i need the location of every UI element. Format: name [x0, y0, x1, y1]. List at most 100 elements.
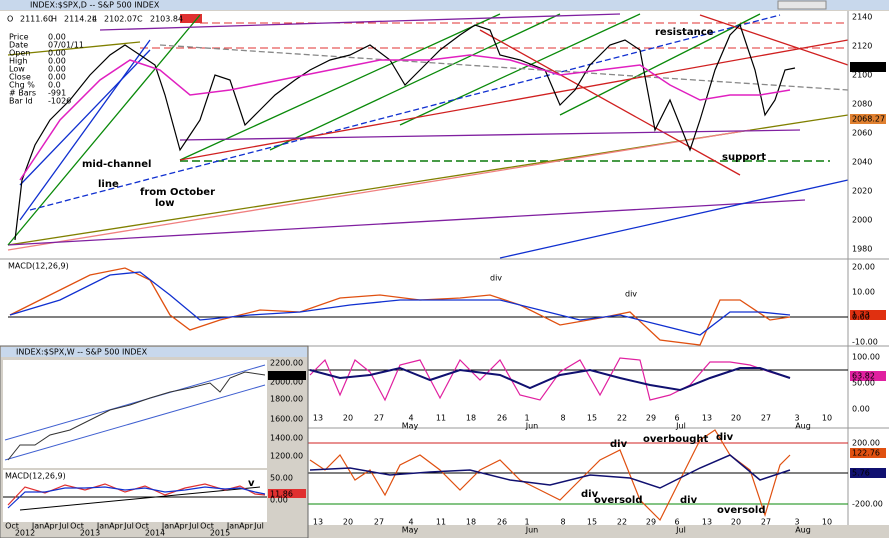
inset-date-label: Oct: [70, 522, 84, 531]
inset-date-label: Jul: [58, 522, 69, 531]
inset-macd-tick: 50.00: [270, 474, 293, 483]
cci-line: [309, 429, 791, 522]
info-value: 0.00: [48, 33, 66, 42]
info-label: Low: [9, 65, 25, 74]
inset-title: INDEX:$SPX,W -- S&P 500 INDEX: [16, 348, 148, 357]
inset-date-label: Apr: [109, 522, 124, 531]
info-label: High: [9, 57, 27, 66]
annotation: div: [610, 439, 628, 450]
date-label: 13: [702, 414, 712, 423]
info-value: 0.00: [48, 49, 66, 58]
annotation: div: [490, 274, 502, 283]
price-bars: [14, 23, 796, 241]
price-tick-label: 2080: [852, 100, 872, 109]
price-tick-label: 1980: [852, 245, 872, 254]
inset-macd-tick: 11.86: [270, 490, 293, 499]
inset-tick-label: 2000.00: [270, 378, 303, 387]
inset-tick-label: 2103.84: [270, 372, 303, 381]
date-label: 6: [674, 518, 679, 527]
inset-signal: [7, 486, 266, 509]
cci-box: [850, 448, 886, 458]
month-label: Jun: [525, 422, 539, 431]
date-label: 6: [674, 414, 679, 423]
date-label: 3: [794, 518, 799, 527]
last-price: 2103.84: [852, 63, 885, 72]
annotation: mid-channel: [82, 159, 151, 170]
date-label: 20: [343, 414, 353, 423]
price-tick-label: 2040: [852, 158, 872, 167]
inset-date-label: Jul: [253, 522, 264, 531]
inset-date-label: Jul: [123, 522, 134, 531]
annotation: oversold: [717, 505, 766, 516]
change-box: [180, 14, 202, 23]
quote-field: 2102.07: [104, 15, 137, 24]
window-buttons[interactable]: [777, 0, 827, 10]
inset-macd-box: [268, 489, 306, 498]
annotation: overbought: [643, 434, 709, 445]
inset-date-label: Apr: [239, 522, 254, 531]
date-label: 13: [702, 518, 712, 527]
title-bar: [0, 0, 889, 10]
macd-value: 1.73: [852, 311, 870, 320]
date-label: 8: [560, 414, 565, 423]
rsi-average: [309, 366, 791, 392]
inset-tick-label: 1200.00: [270, 452, 303, 461]
date-label: 3: [794, 414, 799, 423]
date-label: 13: [313, 414, 323, 423]
signal-line: [9, 271, 791, 336]
info-label: Chg %: [9, 81, 35, 90]
inset-date-label: Oct: [200, 522, 214, 531]
date-label: 20: [343, 518, 353, 527]
date-label: 27: [761, 518, 771, 527]
inset-macd-label: MACD(12,26,9): [5, 472, 66, 481]
annotation: div: [680, 495, 698, 506]
annotation: oversold: [594, 495, 643, 506]
inset-price: [7, 371, 266, 461]
inset-tick-label: 1400.00: [270, 434, 303, 443]
macd-tick-label: -10.00: [852, 338, 878, 347]
quote-field: 2103.84: [150, 15, 183, 24]
annotation: div: [625, 290, 637, 299]
inset-date-label: Jan: [96, 522, 109, 531]
quote-field: L: [92, 15, 97, 24]
inset-date-label: Jul: [188, 522, 199, 531]
quote-field: 2114.24: [64, 15, 97, 24]
inset-date-label: 2012: [15, 529, 35, 538]
annotation: line: [98, 179, 119, 190]
date-label: 1: [524, 414, 529, 423]
date-label: 27: [374, 518, 384, 527]
price-tick-label: 2120: [852, 42, 872, 51]
window-title: INDEX:$SPX,D -- S&P 500 INDEX: [30, 1, 160, 10]
inset-date-label: Jan: [31, 522, 44, 531]
info-label: Open: [9, 49, 30, 58]
month-label: Jun: [525, 526, 539, 535]
annotation: div: [716, 432, 734, 443]
month-label: Jul: [675, 526, 686, 535]
date-label: 4: [408, 414, 413, 423]
month-label: Jul: [675, 422, 686, 431]
annotation: support: [722, 152, 766, 163]
info-label: Price: [9, 33, 29, 42]
date-label: 22: [617, 414, 627, 423]
annotation: div: [581, 489, 599, 500]
rsi-line: [309, 357, 791, 402]
date-label: 29: [646, 414, 656, 423]
month-label: Aug: [795, 422, 811, 431]
date-label: 26: [497, 518, 507, 527]
price-tick-label: 2020: [852, 187, 872, 196]
last-price-box: [850, 62, 886, 72]
month-label: May: [402, 526, 419, 535]
inset-price-area: [3, 360, 267, 468]
cci-value: 5.76: [852, 469, 870, 478]
macd-tick-label: 10.00: [852, 288, 875, 297]
info-label: Bar Id: [9, 97, 33, 106]
annotation: from October: [140, 187, 215, 198]
info-label: Close: [9, 73, 31, 82]
ma-value: 2068.27: [852, 115, 885, 124]
rsi-tick-label: 50.00: [852, 379, 875, 388]
date-label: 15: [587, 518, 597, 527]
ma-box: [850, 114, 886, 124]
quote-field: 2111.60: [20, 15, 53, 24]
annotation: low: [155, 198, 175, 209]
info-value: 07/01/11: [48, 41, 84, 50]
